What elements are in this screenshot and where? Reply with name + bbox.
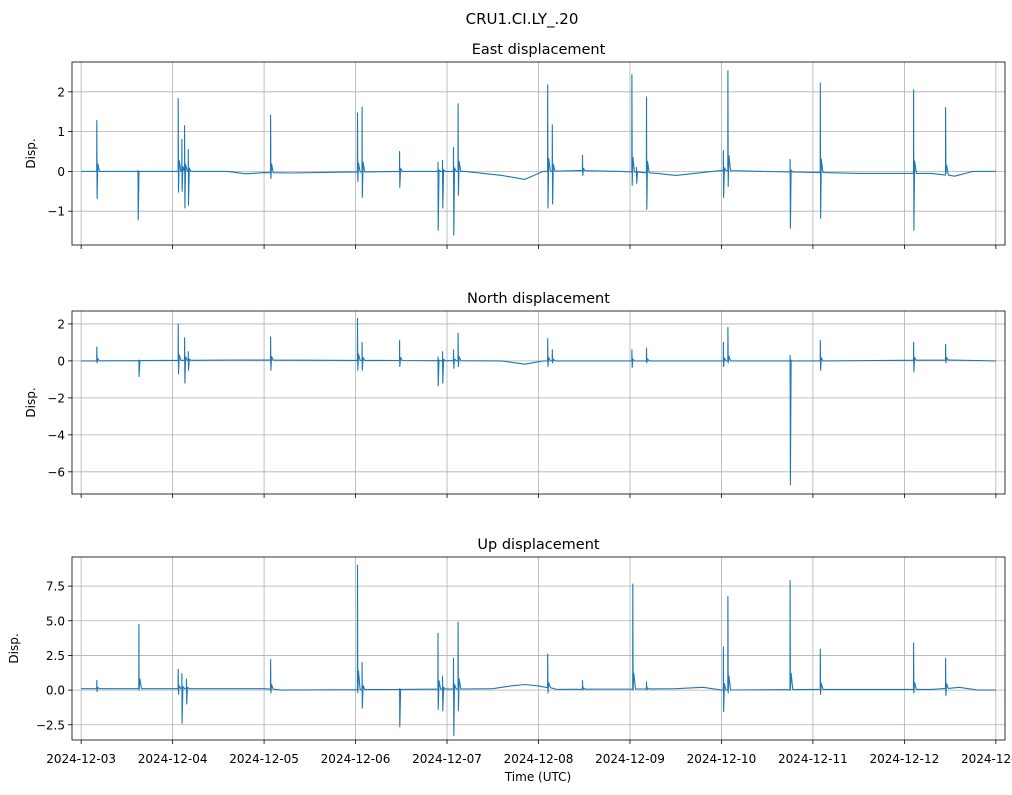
y-tick-label: 0 [57,354,65,368]
y-tick-label: −2 [47,391,65,405]
x-tick-label: 2024-12-05 [229,752,299,766]
x-tick-label: 2024-12-10 [687,752,757,766]
north-panel-title: North displacement [467,291,610,307]
figure-suptitle: CRU1.CI.LY_.20 [466,10,579,29]
y-tick-label: −2.5 [36,718,65,732]
y-axis-label: Disp. [24,387,38,417]
y-tick-label: 2 [57,85,65,99]
y-tick-label: 0 [57,165,65,179]
y-tick-label: 7.5 [46,580,65,594]
y-tick-label: 1 [57,125,65,139]
y-tick-label: −6 [47,465,65,479]
x-tick-label: 2024-12-06 [321,752,391,766]
x-tick-label: 2024-12-08 [504,752,574,766]
y-axis-label: Disp. [24,138,38,168]
y-tick-label: 5.0 [46,614,65,628]
y-tick-label: 2.5 [46,649,65,663]
north-displacement-line [81,317,996,486]
x-axis-label: Time (UTC) [504,770,571,784]
east-displacement-line [81,70,996,236]
y-axis-label: Disp. [7,633,21,663]
east-displacement-panel: East displacement −1 0 1 2 Disp. [24,42,1006,249]
x-tick-label: 2024-12-11 [778,752,848,766]
axes-frame [71,310,1006,495]
up-displacement-panel: Up displacement 2024-12-03 2024-12-04 2024-… [7,537,1012,766]
up-displacement-line [81,564,996,737]
x-tick-label: 2024-12-13 [961,752,1012,766]
y-tick-label: 0.0 [46,684,65,698]
east-panel-title: East displacement [472,42,606,58]
axes-frame [71,61,1006,246]
north-displacement-panel: North displacement −6 −4 −2 0 2 Disp. [24,291,1006,498]
x-tick-label: 2024-12-03 [46,752,116,766]
y-tick-label: −1 [47,205,65,219]
x-tick-label: 2024-12-09 [595,752,665,766]
x-tick-label: 2024-12-12 [870,752,940,766]
x-tick-label: 2024-12-07 [412,752,482,766]
y-tick-label: −4 [47,428,65,442]
axes-frame [71,556,1006,741]
y-tick-label: 2 [57,317,65,331]
x-tick-label: 2024-12-04 [138,752,208,766]
up-panel-title: Up displacement [477,537,599,553]
